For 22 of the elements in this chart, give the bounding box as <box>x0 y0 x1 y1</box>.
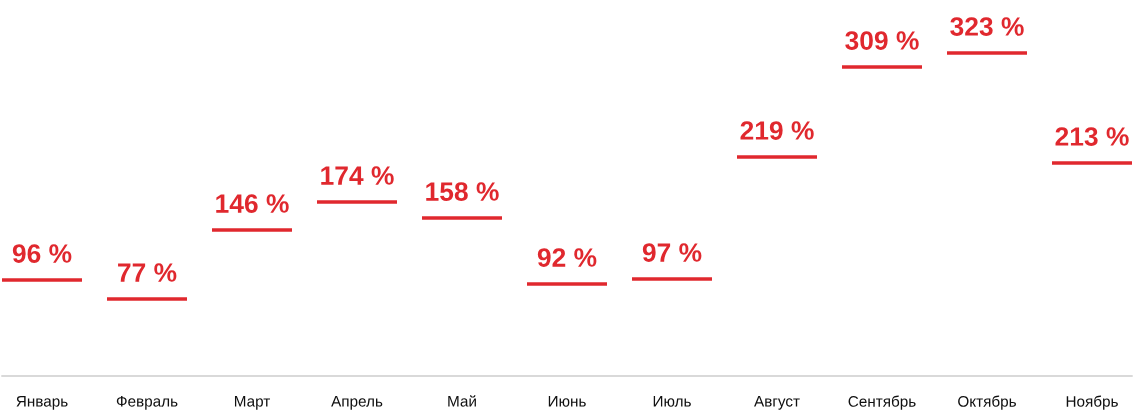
data-label: 323 % <box>950 17 1024 36</box>
category-label: Март <box>234 396 271 410</box>
data-label: 158 % <box>426 182 499 201</box>
category-label: Ноябрь <box>1066 395 1118 410</box>
data-label: 146 % <box>216 194 289 213</box>
category-label: Апрель <box>331 396 383 410</box>
data-label: 309 % <box>845 31 919 50</box>
data-label: 77 % <box>118 263 177 282</box>
category-label: Май <box>448 395 476 407</box>
data-label: 213 % <box>1055 127 1129 146</box>
category-label: Январь <box>16 396 68 410</box>
category-label: Сентябрь <box>848 395 916 410</box>
category-label: Июнь <box>548 396 586 407</box>
category-label: Август <box>754 396 800 410</box>
category-label: Июль <box>653 396 691 407</box>
data-label: 219 % <box>740 121 814 140</box>
data-label: 97 % <box>642 243 702 262</box>
data-label: 92 % <box>537 248 597 267</box>
data-label: 174 % <box>321 166 394 185</box>
data-label: 96 % <box>12 244 72 263</box>
category-label: Февраль <box>116 395 178 410</box>
category-label: Октябрь <box>958 395 1016 410</box>
